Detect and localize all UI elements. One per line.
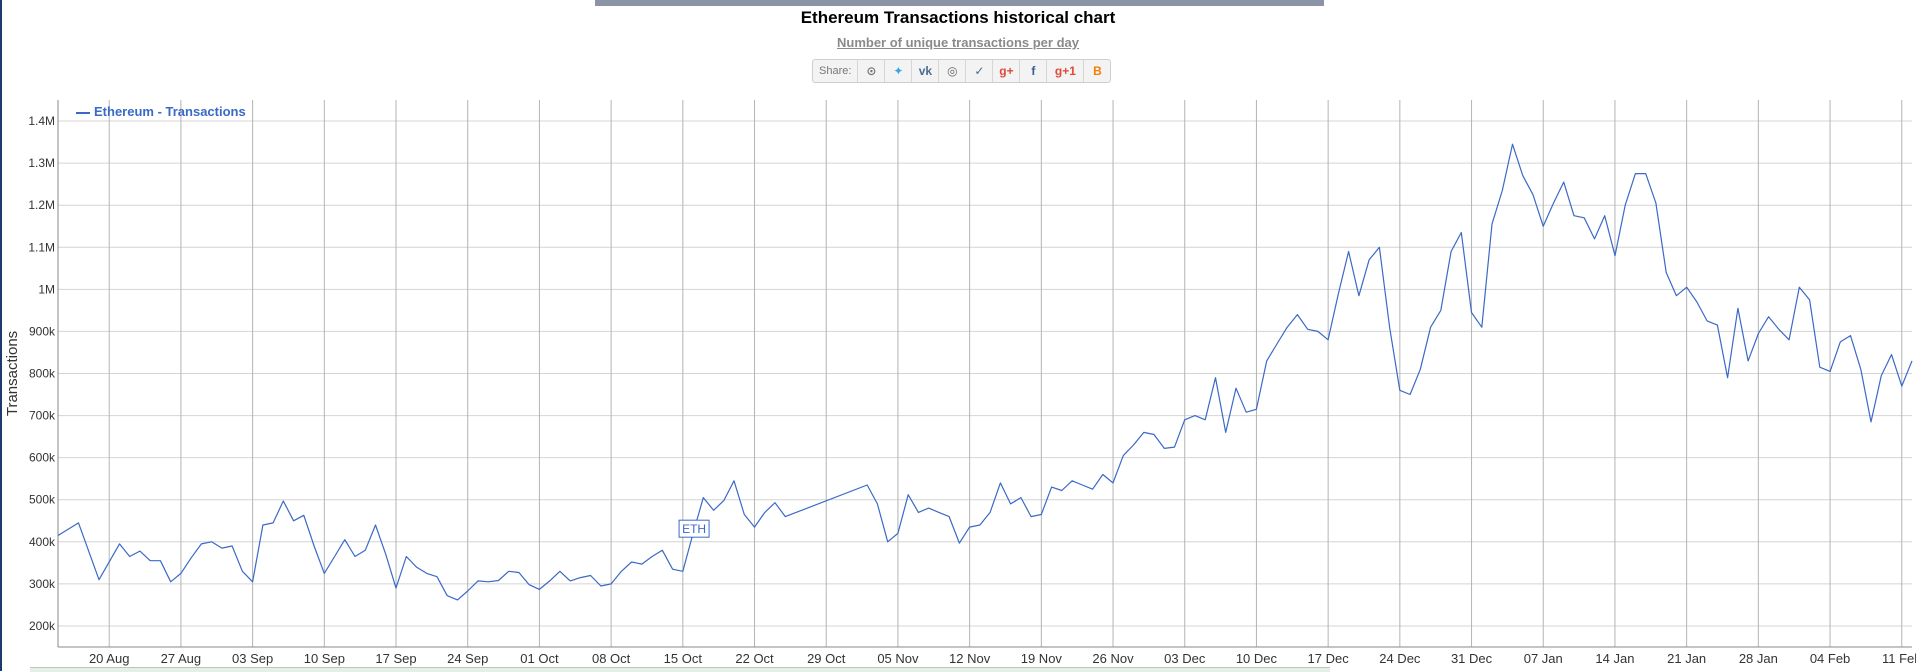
top-banner-edge <box>595 0 1324 6</box>
x-tick-label: 24 Dec <box>1379 651 1421 666</box>
weibo-icon[interactable]: ◎ <box>939 60 967 82</box>
y-tick-label: 900k <box>29 324 56 338</box>
twitter-icon[interactable]: ✦ <box>885 60 913 82</box>
x-tick-label: 07 Jan <box>1524 651 1563 666</box>
y-tick-label: 200k <box>29 619 56 633</box>
x-tick-label: 17 Sep <box>375 651 416 666</box>
range-navigator-strip[interactable] <box>30 667 1330 672</box>
x-tick-label: 26 Nov <box>1092 651 1134 666</box>
annotation-flag[interactable] <box>678 519 710 538</box>
x-tick-label: 20 Aug <box>89 651 130 666</box>
x-tick-label: 21 Jan <box>1667 651 1706 666</box>
x-tick-label: 03 Dec <box>1164 651 1206 666</box>
facebook-icon[interactable]: f <box>1020 60 1048 82</box>
x-tick-label: 14 Jan <box>1595 651 1634 666</box>
y-tick-label: 700k <box>29 409 56 423</box>
x-tick-label: 10 Sep <box>304 651 345 666</box>
y-tick-label: 1.4M <box>28 114 55 128</box>
x-tick-label: 04 Feb <box>1810 651 1850 666</box>
y-tick-label: 500k <box>29 493 56 507</box>
x-tick-label: 03 Sep <box>232 651 273 666</box>
x-tick-label: 08 Oct <box>592 651 631 666</box>
x-tick-label: 28 Jan <box>1739 651 1778 666</box>
x-tick-label: 11 Feb <box>1882 651 1916 666</box>
share-toolbar: Share: ⊙ ✦ vk ◎ ✓ g+ f g+1 B <box>812 59 1112 83</box>
legend-label: Ethereum - Transactions <box>94 104 246 119</box>
x-tick-label: 24 Sep <box>447 651 488 666</box>
x-tick-label: 22 Oct <box>735 651 774 666</box>
legend-line-swatch <box>76 111 90 114</box>
y-axis-label: Transactions <box>4 331 21 416</box>
y-tick-label: 1.2M <box>28 198 55 212</box>
y-tick-label: 300k <box>29 577 56 591</box>
x-tick-label: 15 Oct <box>664 651 703 666</box>
x-tick-label: 19 Nov <box>1021 651 1063 666</box>
chart-subtitle[interactable]: Number of unique transactions per day <box>837 35 1079 50</box>
y-tick-label: 800k <box>29 367 56 381</box>
vk-icon[interactable]: vk <box>912 60 940 82</box>
like-icon[interactable]: ✓ <box>966 60 994 82</box>
google-plus-one-icon[interactable]: g+1 <box>1047 60 1085 82</box>
y-tick-label: 1.3M <box>28 156 55 170</box>
y-tick-label: 600k <box>29 451 56 465</box>
x-tick-label: 12 Nov <box>949 651 991 666</box>
x-tick-label: 05 Nov <box>877 651 919 666</box>
annotation-label: ETH <box>682 522 706 536</box>
chart-title: Ethereum Transactions historical chart <box>800 8 1116 27</box>
series-line-transactions[interactable] <box>57 143 1913 601</box>
x-tick-label: 10 Dec <box>1236 651 1278 666</box>
share-label: Share: <box>813 60 859 82</box>
y-tick-label: 1.1M <box>28 240 55 254</box>
window-left-edge <box>0 0 2 671</box>
x-tick-label: 01 Oct <box>520 651 559 666</box>
y-tick-label: 400k <box>29 535 56 549</box>
reddit-icon[interactable]: ⊙ <box>858 60 886 82</box>
y-tick-label: 1M <box>38 282 55 296</box>
blogger-icon[interactable]: B <box>1093 64 1102 78</box>
x-tick-label: 31 Dec <box>1451 651 1493 666</box>
google-plus-icon[interactable]: g+ <box>993 60 1021 82</box>
x-tick-label: 27 Aug <box>161 651 202 666</box>
legend-item-transactions[interactable]: Ethereum - Transactions <box>76 104 246 119</box>
x-tick-label: 17 Dec <box>1308 651 1350 666</box>
x-tick-label: 29 Oct <box>807 651 846 666</box>
